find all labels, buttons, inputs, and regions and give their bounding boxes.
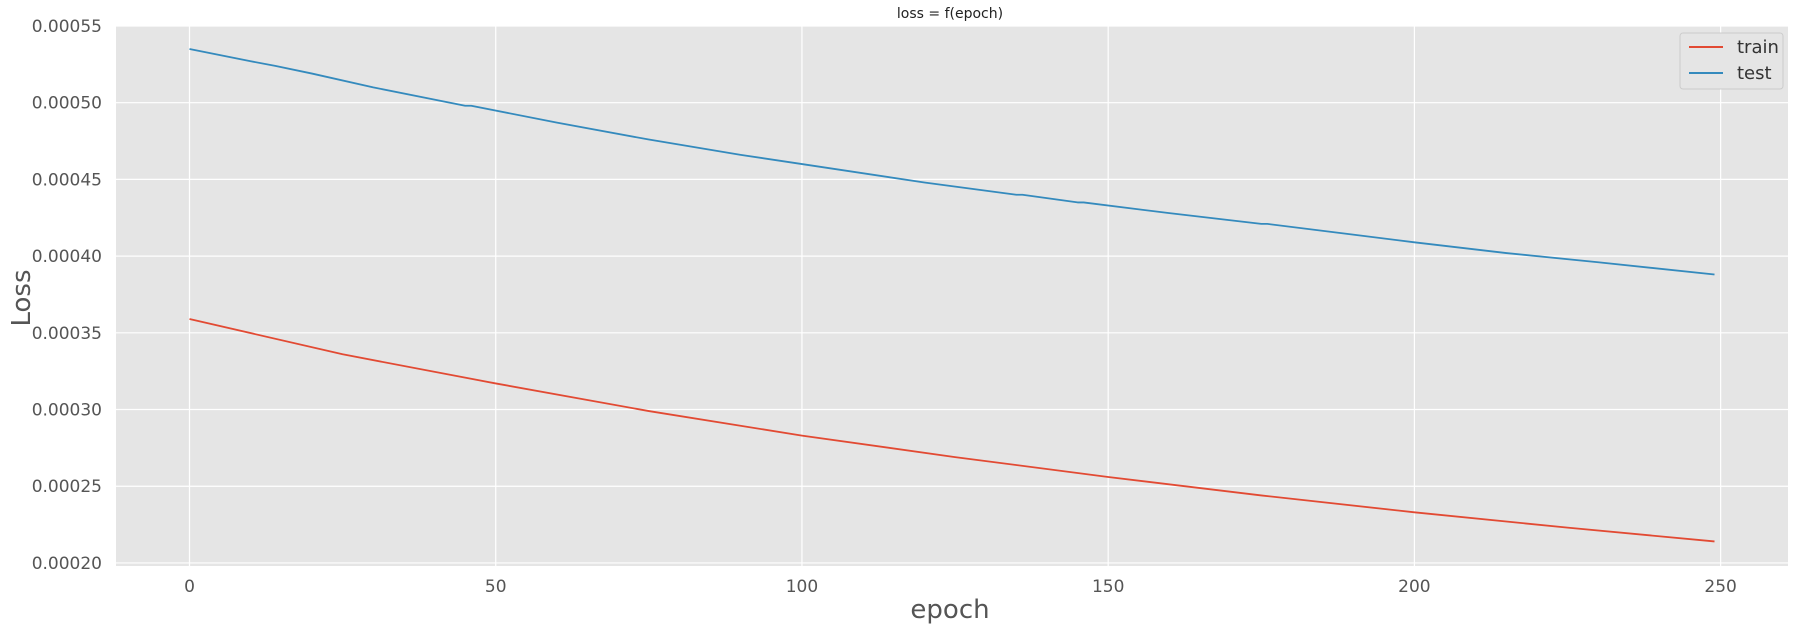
x-tick-label: 50 <box>485 577 507 597</box>
x-tick-label: 0 <box>184 577 195 597</box>
x-tick-label: 150 <box>1092 577 1124 597</box>
y-tick-label: 0.00030 <box>32 401 102 421</box>
chart-title: loss = f(epoch) <box>897 6 1003 22</box>
y-gridlines <box>116 25 1788 564</box>
y-tick-label: 0.00040 <box>32 247 102 267</box>
y-tick-label: 0.00035 <box>32 324 102 344</box>
y-tick-label: 0.00055 <box>32 17 102 37</box>
y-tick-label: 0.00050 <box>32 94 102 114</box>
x-tick-labels: 0 50 100 150 200 250 <box>184 577 1737 597</box>
x-tick-label: 250 <box>1704 577 1736 597</box>
plot-background <box>116 26 1788 566</box>
x-tick-label: 100 <box>786 577 818 597</box>
x-gridlines <box>188 26 1722 566</box>
series-line-test <box>189 48 1715 276</box>
series-line-train <box>189 318 1715 543</box>
legend: train test <box>1679 32 1784 90</box>
y-tick-labels: 0.00020 0.00025 0.00030 0.00035 0.00040 0.000… <box>32 17 102 574</box>
x-tick-label: 200 <box>1398 577 1430 597</box>
series-layer <box>189 48 1715 543</box>
legend-label-train: train <box>1737 37 1779 58</box>
y-tick-label: 0.00020 <box>32 554 102 574</box>
y-tick-label: 0.00025 <box>32 477 102 497</box>
y-axis-title: Loss <box>7 269 37 326</box>
legend-label-test: test <box>1737 63 1772 84</box>
x-axis-title: epoch <box>910 595 989 625</box>
y-tick-label: 0.00045 <box>32 170 102 190</box>
